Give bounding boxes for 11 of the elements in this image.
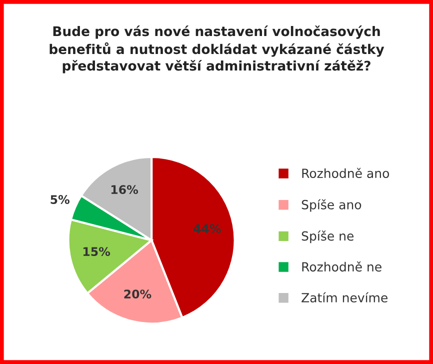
data-label: 16% (111, 185, 138, 194)
data-label: 5% (50, 195, 70, 204)
data-label: 20% (124, 290, 152, 299)
legend-label: Rozhodně ano (302, 168, 390, 178)
legend-label: Zatím nevíme (302, 292, 388, 302)
legend-label: Rozhodně ne (302, 261, 382, 272)
legend-label: Spíše ano (302, 199, 362, 212)
legend-label: Spíše ne (302, 230, 354, 244)
data-label: 44% (194, 224, 221, 234)
chart-title: Bude pro vás nové nastavení volnočasových benefitů a nutnost dokládat vykázané částky představovat větší administrativní zátěž? (50, 25, 384, 74)
data-label: 15% (83, 247, 110, 256)
